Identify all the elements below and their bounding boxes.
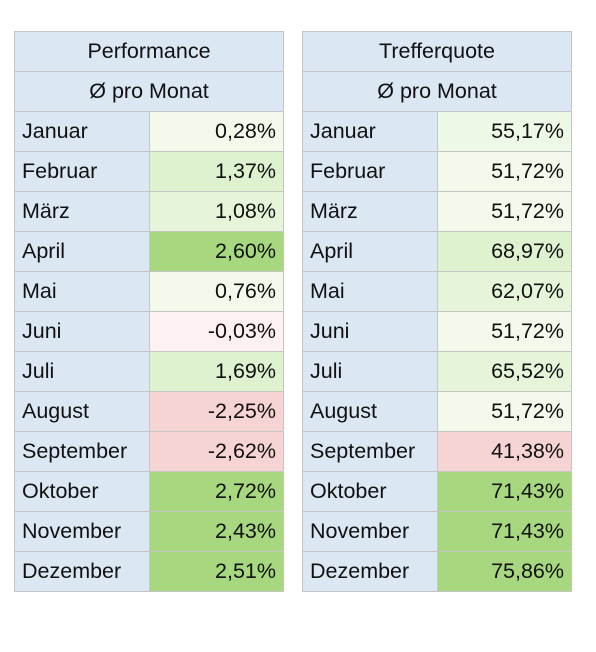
- trefferquote-title-row: Trefferquote: [302, 31, 572, 72]
- trefferquote-month-label: Februar: [302, 151, 438, 192]
- performance-value-cell: -2,62%: [148, 431, 284, 472]
- trefferquote-value-cell: 71,43%: [436, 471, 572, 512]
- performance-month-label: März: [14, 191, 150, 232]
- trefferquote-table-body: Trefferquote Ø pro Monat Januar 55,17% Feb…: [302, 31, 572, 592]
- trefferquote-row: April 68,97%: [302, 231, 572, 272]
- trefferquote-month-label: November: [302, 511, 438, 552]
- performance-month-label: September: [14, 431, 150, 472]
- performance-value-cell: 2,72%: [148, 471, 284, 512]
- performance-value-cell: 1,69%: [148, 351, 284, 392]
- trefferquote-row: Mai 62,07%: [302, 271, 572, 312]
- trefferquote-value-cell: 71,43%: [436, 511, 572, 552]
- performance-month-label: Februar: [14, 151, 150, 192]
- trefferquote-value-cell: 68,97%: [436, 231, 572, 272]
- performance-month-label: August: [14, 391, 150, 432]
- trefferquote-row: September 41,38%: [302, 431, 572, 472]
- performance-value-cell: -2,25%: [148, 391, 284, 432]
- trefferquote-row: Dezember 75,86%: [302, 551, 572, 592]
- trefferquote-row: Januar 55,17%: [302, 111, 572, 152]
- trefferquote-row: August 51,72%: [302, 391, 572, 432]
- performance-value-cell: -0,03%: [148, 311, 284, 352]
- trefferquote-row: Juni 51,72%: [302, 311, 572, 352]
- performance-value-cell: 1,37%: [148, 151, 284, 192]
- performance-row: Januar 0,28%: [14, 111, 284, 152]
- trefferquote-month-label: Mai: [302, 271, 438, 312]
- performance-row: Dezember 2,51%: [14, 551, 284, 592]
- trefferquote-row: Oktober 71,43%: [302, 471, 572, 512]
- trefferquote-month-label: April: [302, 231, 438, 272]
- performance-row: April 2,60%: [14, 231, 284, 272]
- performance-value-cell: 0,76%: [148, 271, 284, 312]
- performance-row: März 1,08%: [14, 191, 284, 232]
- trefferquote-value-cell: 65,52%: [436, 351, 572, 392]
- trefferquote-value-cell: 51,72%: [436, 191, 572, 232]
- trefferquote-month-label: September: [302, 431, 438, 472]
- performance-row: November 2,43%: [14, 511, 284, 552]
- performance-table-body: Performance Ø pro Monat Januar 0,28% Febru…: [14, 31, 284, 592]
- performance-row: Oktober 2,72%: [14, 471, 284, 512]
- trefferquote-value-cell: 51,72%: [436, 311, 572, 352]
- trefferquote-month-label: Oktober: [302, 471, 438, 512]
- trefferquote-value-cell: 55,17%: [436, 111, 572, 152]
- performance-row: August -2,25%: [14, 391, 284, 432]
- trefferquote-month-label: Dezember: [302, 551, 438, 592]
- performance-value-cell: 2,51%: [148, 551, 284, 592]
- trefferquote-title: Trefferquote: [302, 31, 572, 72]
- trefferquote-month-label: Januar: [302, 111, 438, 152]
- performance-subtitle-row: Ø pro Monat: [14, 71, 284, 112]
- performance-table: Performance Ø pro Monat Januar 0,28% Febru…: [14, 31, 284, 592]
- trefferquote-value-cell: 41,38%: [436, 431, 572, 472]
- performance-month-label: Juli: [14, 351, 150, 392]
- trefferquote-row: Juli 65,52%: [302, 351, 572, 392]
- performance-month-label: Januar: [14, 111, 150, 152]
- performance-value-cell: 2,43%: [148, 511, 284, 552]
- trefferquote-row: Februar 51,72%: [302, 151, 572, 192]
- performance-subtitle: Ø pro Monat: [14, 71, 284, 112]
- performance-row: Februar 1,37%: [14, 151, 284, 192]
- performance-value-cell: 0,28%: [148, 111, 284, 152]
- performance-title-row: Performance: [14, 31, 284, 72]
- trefferquote-row: März 51,72%: [302, 191, 572, 232]
- trefferquote-table: Trefferquote Ø pro Monat Januar 55,17% Feb…: [302, 31, 572, 592]
- trefferquote-month-label: August: [302, 391, 438, 432]
- performance-month-label: Mai: [14, 271, 150, 312]
- performance-row: Juli 1,69%: [14, 351, 284, 392]
- performance-month-label: Oktober: [14, 471, 150, 512]
- trefferquote-month-label: Juni: [302, 311, 438, 352]
- performance-row: Mai 0,76%: [14, 271, 284, 312]
- trefferquote-subtitle-row: Ø pro Monat: [302, 71, 572, 112]
- trefferquote-value-cell: 62,07%: [436, 271, 572, 312]
- performance-month-label: April: [14, 231, 150, 272]
- trefferquote-row: November 71,43%: [302, 511, 572, 552]
- trefferquote-month-label: März: [302, 191, 438, 232]
- performance-title: Performance: [14, 31, 284, 72]
- performance-row: September -2,62%: [14, 431, 284, 472]
- trefferquote-value-cell: 75,86%: [436, 551, 572, 592]
- trefferquote-value-cell: 51,72%: [436, 151, 572, 192]
- performance-month-label: Juni: [14, 311, 150, 352]
- performance-month-label: November: [14, 511, 150, 552]
- trefferquote-subtitle: Ø pro Monat: [302, 71, 572, 112]
- performance-row: Juni -0,03%: [14, 311, 284, 352]
- trefferquote-value-cell: 51,72%: [436, 391, 572, 432]
- trefferquote-month-label: Juli: [302, 351, 438, 392]
- performance-value-cell: 1,08%: [148, 191, 284, 232]
- performance-month-label: Dezember: [14, 551, 150, 592]
- performance-value-cell: 2,60%: [148, 231, 284, 272]
